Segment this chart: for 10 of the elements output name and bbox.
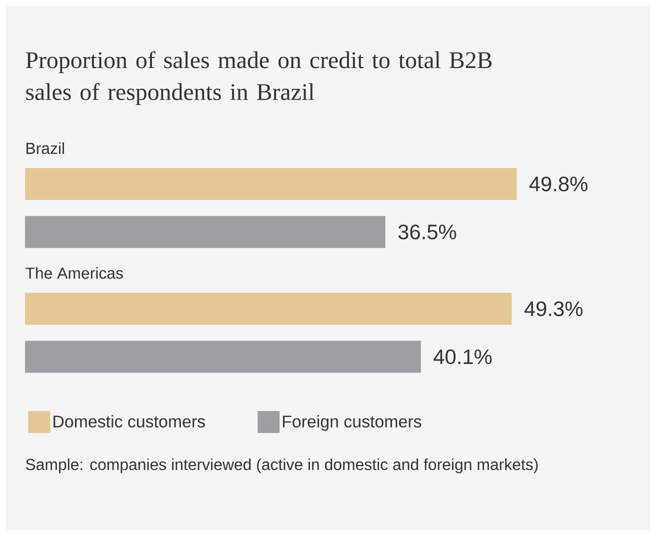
data-label: 49.3% — [524, 301, 583, 316]
data-label: 36.5% — [398, 224, 456, 240]
data-label: 40.1% — [434, 349, 492, 364]
y-tick-label: The Americas — [26, 267, 123, 279]
legend-label: Foreign customers — [282, 415, 422, 431]
legend-label: Domestic customers — [54, 415, 205, 428]
data-label: 49.8% — [529, 176, 588, 192]
text: Sample: companies interviewed (active in domestic and foreign markets) — [26, 458, 538, 474]
chart-title: Proportion of sales made on credit to total B2B sales of respondents in Brazil — [26, 51, 492, 105]
y-tick-label: Brazil — [26, 142, 64, 154]
